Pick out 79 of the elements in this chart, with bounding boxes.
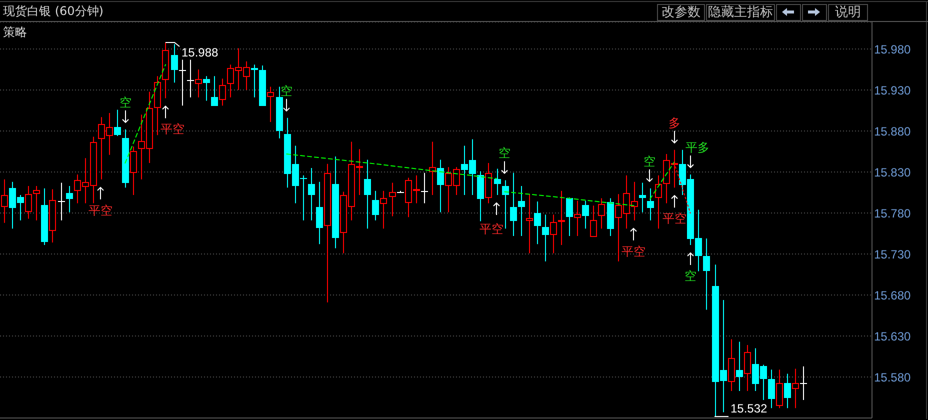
toolbar-button: 隐藏主指标 xyxy=(706,4,775,21)
y-tick-label: 15.580 xyxy=(874,370,912,384)
chart-subtitle: 策略 xyxy=(3,24,27,40)
candlestick xyxy=(542,214,549,262)
annotation: 多 xyxy=(668,116,680,130)
candlestick xyxy=(494,168,501,196)
annotation: 空 xyxy=(644,154,656,168)
candlestick xyxy=(728,338,735,392)
candlestick xyxy=(267,86,274,123)
annotation: 空 xyxy=(120,95,132,110)
candlestick xyxy=(211,76,218,106)
annotation: 空 xyxy=(280,84,292,98)
candlestick xyxy=(485,162,492,204)
candlestick xyxy=(639,182,646,213)
candlestick xyxy=(477,170,484,222)
annotation: 平多 xyxy=(686,140,710,154)
annotation: 平空 xyxy=(662,212,686,226)
candlestick xyxy=(558,190,565,246)
candlestick xyxy=(510,172,517,236)
candlestick xyxy=(420,172,428,204)
toolbar-button: 改参数 xyxy=(657,4,705,21)
y-tick-label: 15.780 xyxy=(874,206,912,220)
candlestick xyxy=(703,238,710,310)
candlestick xyxy=(518,185,525,236)
annotation: 平空 xyxy=(160,122,184,136)
candlestick xyxy=(784,373,791,409)
candlestick xyxy=(364,159,371,230)
candlestick xyxy=(186,59,194,98)
candlestick xyxy=(130,146,137,196)
candlestick xyxy=(178,59,186,106)
candlestick xyxy=(251,64,258,98)
candlestick xyxy=(171,44,178,84)
toolbar-button: 说明 xyxy=(828,4,868,21)
candlestick xyxy=(195,69,202,98)
candlestick xyxy=(800,366,808,400)
annotation: 平空 xyxy=(88,203,112,218)
candlestick xyxy=(792,368,799,409)
candlestick xyxy=(566,196,573,236)
annotation: 15.532 xyxy=(730,402,768,416)
chart-title: 现货白银 (60分钟) xyxy=(3,3,104,20)
candlestick xyxy=(203,76,210,102)
candlestick xyxy=(219,78,226,106)
y-tick-label: 15.730 xyxy=(874,247,912,262)
candlestick xyxy=(736,341,743,392)
annotation: 平空 xyxy=(622,244,646,258)
candlestick xyxy=(308,167,315,221)
annotation: 平空 xyxy=(480,222,504,236)
annotation: 15.988 xyxy=(182,46,219,60)
y-tick-label: 15.630 xyxy=(874,329,912,344)
candlestick xyxy=(66,185,73,213)
candlestick xyxy=(582,200,589,230)
y-tick-label: 15.930 xyxy=(874,83,912,98)
candlestick xyxy=(380,190,387,230)
candlestick xyxy=(744,344,751,392)
candlestick xyxy=(389,182,396,217)
candlestick xyxy=(598,198,605,230)
candlestick xyxy=(114,109,121,136)
candlestick xyxy=(33,185,40,221)
candlestick xyxy=(437,159,444,213)
candlestick xyxy=(655,174,662,230)
candlestick xyxy=(534,201,541,245)
candlestick xyxy=(550,214,557,254)
y-tick-label: 15.880 xyxy=(874,124,912,138)
y-tick-label: 15.830 xyxy=(874,165,912,180)
annotation: 空 xyxy=(684,269,696,284)
candlestick xyxy=(647,188,654,221)
candlestick xyxy=(316,181,323,245)
candlestick xyxy=(58,182,66,221)
annotation: 空 xyxy=(498,146,510,160)
y-tick-label: 15.980 xyxy=(874,42,912,56)
candlestick xyxy=(590,205,597,237)
y-tick-label: 15.680 xyxy=(874,288,912,302)
candlestick xyxy=(768,369,775,409)
candlestick xyxy=(574,200,581,236)
candlestick xyxy=(502,180,509,230)
candlestick xyxy=(372,190,379,221)
candlestick xyxy=(776,369,783,409)
candlestick xyxy=(25,185,32,220)
candlestick xyxy=(526,194,533,254)
